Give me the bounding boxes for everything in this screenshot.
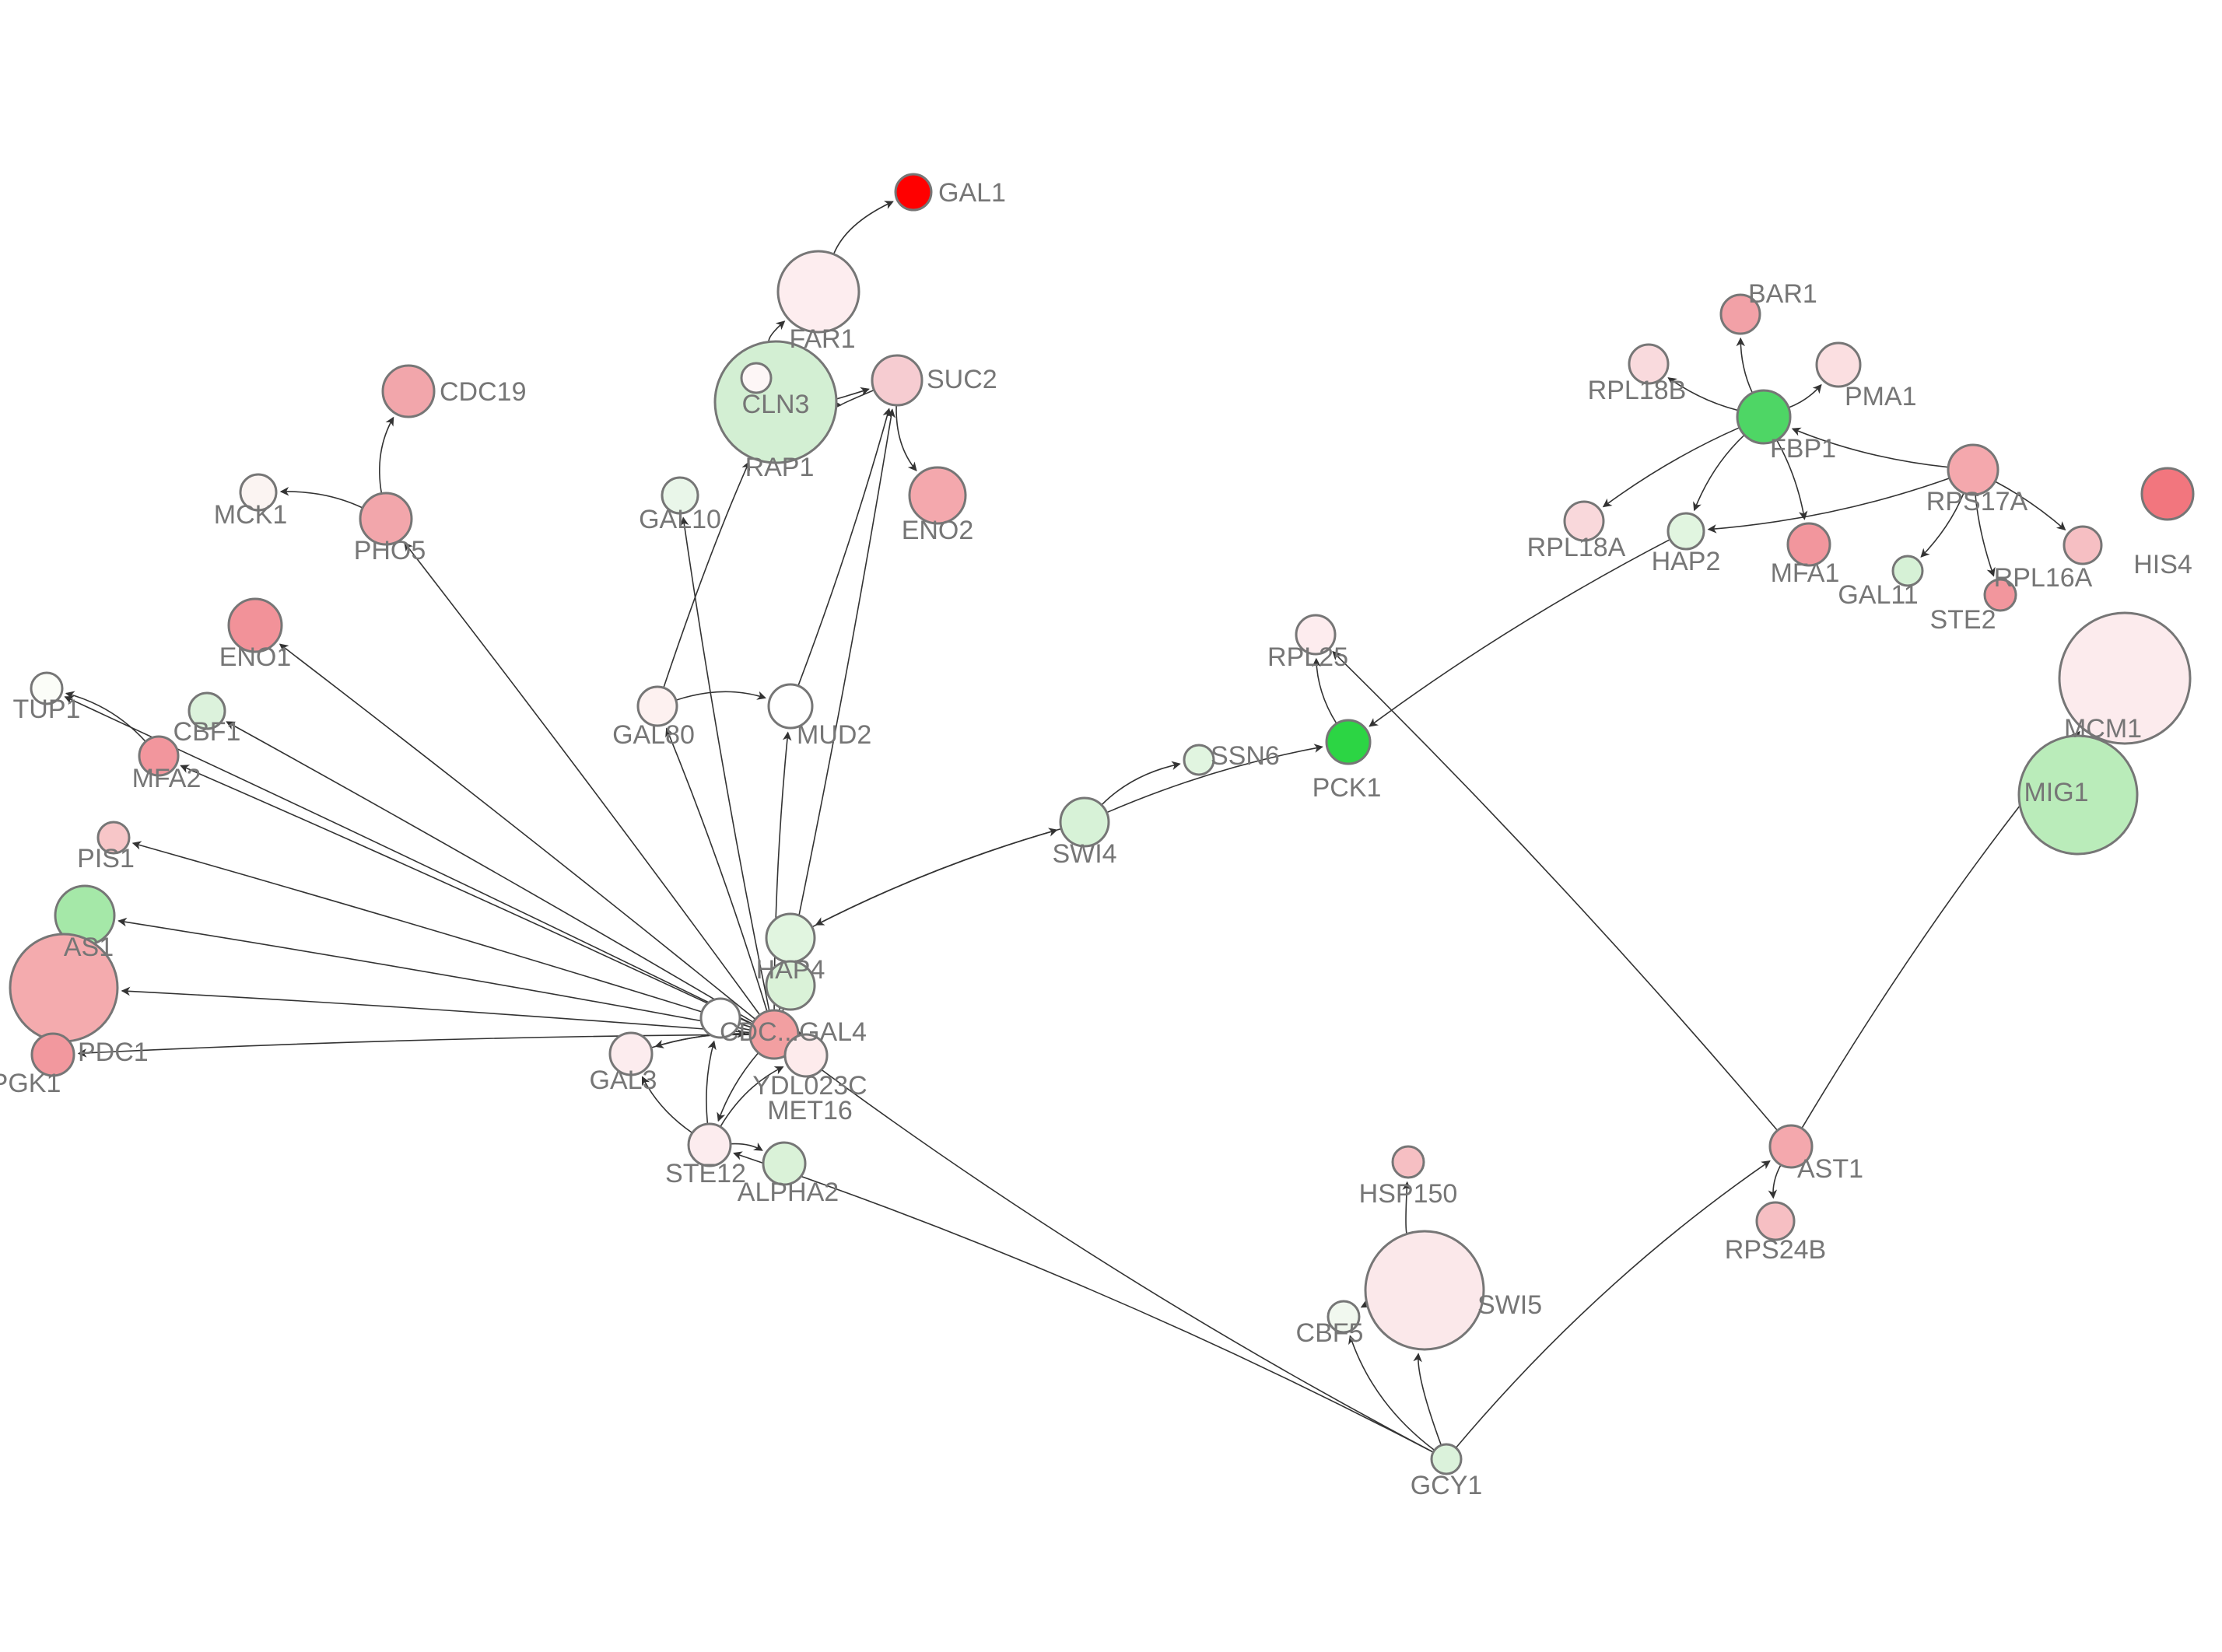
svg-text:SUC2: SUC2 — [927, 365, 997, 394]
svg-text:GAL3: GAL3 — [590, 1066, 657, 1095]
svg-text:CDC19: CDC19 — [440, 377, 526, 407]
svg-text:RAP1: RAP1 — [745, 453, 815, 482]
svg-text:GAL80: GAL80 — [612, 720, 695, 750]
svg-text:CLN3: CLN3 — [742, 390, 810, 419]
svg-text:SWI5: SWI5 — [1477, 1290, 1542, 1320]
svg-text:GAL4: GAL4 — [799, 1017, 867, 1047]
svg-text:STE12: STE12 — [665, 1159, 746, 1188]
svg-text:RPL25: RPL25 — [1267, 642, 1348, 672]
svg-text:FAR1: FAR1 — [789, 324, 855, 354]
svg-text:RPL16A: RPL16A — [1994, 563, 2093, 593]
svg-text:RPS17A: RPS17A — [1926, 487, 2028, 516]
svg-text:AS1: AS1 — [64, 933, 114, 962]
svg-text:PMA1: PMA1 — [1845, 382, 1917, 411]
svg-text:SWI4: SWI4 — [1052, 839, 1116, 869]
svg-text:MET16: MET16 — [767, 1096, 853, 1125]
svg-text:CBF1: CBF1 — [173, 717, 241, 747]
svg-text:AST1: AST1 — [1797, 1154, 1863, 1184]
svg-text:ENO2: ENO2 — [902, 516, 974, 545]
svg-text:FBP1: FBP1 — [1770, 434, 1836, 464]
svg-text:SSN6: SSN6 — [1211, 741, 1280, 771]
svg-text:PDC1: PDC1 — [78, 1038, 149, 1067]
svg-text:HIS4: HIS4 — [2133, 550, 2192, 579]
svg-text:PCK1: PCK1 — [1313, 773, 1382, 803]
svg-text:MIG1: MIG1 — [2024, 778, 2088, 807]
svg-text:STE2: STE2 — [1929, 605, 1996, 635]
svg-text:RPL18B: RPL18B — [1588, 376, 1687, 405]
svg-text:RPS24B: RPS24B — [1725, 1235, 1826, 1265]
svg-text:GAL1: GAL1 — [938, 178, 1006, 208]
svg-text:RPL18A: RPL18A — [1527, 533, 1626, 562]
svg-text:BAR1: BAR1 — [1748, 279, 1817, 309]
svg-text:MCK1: MCK1 — [214, 500, 287, 530]
svg-text:TUP1: TUP1 — [13, 695, 81, 724]
svg-text:ALPHA2: ALPHA2 — [738, 1178, 839, 1207]
svg-text:MFA1: MFA1 — [1771, 558, 1840, 588]
svg-text:PIS1: PIS1 — [77, 844, 135, 873]
svg-text:GAL11: GAL11 — [1838, 580, 1918, 610]
svg-text:CBF5: CBF5 — [1296, 1318, 1364, 1348]
svg-text:MFA2: MFA2 — [132, 764, 202, 793]
svg-text:MUD2: MUD2 — [797, 720, 871, 750]
svg-text:GAL10: GAL10 — [639, 505, 721, 534]
svg-text:HSP150: HSP150 — [1359, 1179, 1458, 1209]
svg-text:ENO1: ENO1 — [219, 642, 292, 672]
svg-text:MCM1: MCM1 — [2064, 714, 2142, 744]
svg-text:PHO5: PHO5 — [354, 536, 426, 565]
svg-text:GCY1: GCY1 — [1411, 1471, 1483, 1500]
svg-text:HAP4: HAP4 — [756, 955, 825, 985]
svg-text:CDC...: CDC... — [720, 1017, 799, 1047]
svg-text:PGK1: PGK1 — [0, 1069, 61, 1098]
svg-text:HAP2: HAP2 — [1652, 547, 1721, 576]
